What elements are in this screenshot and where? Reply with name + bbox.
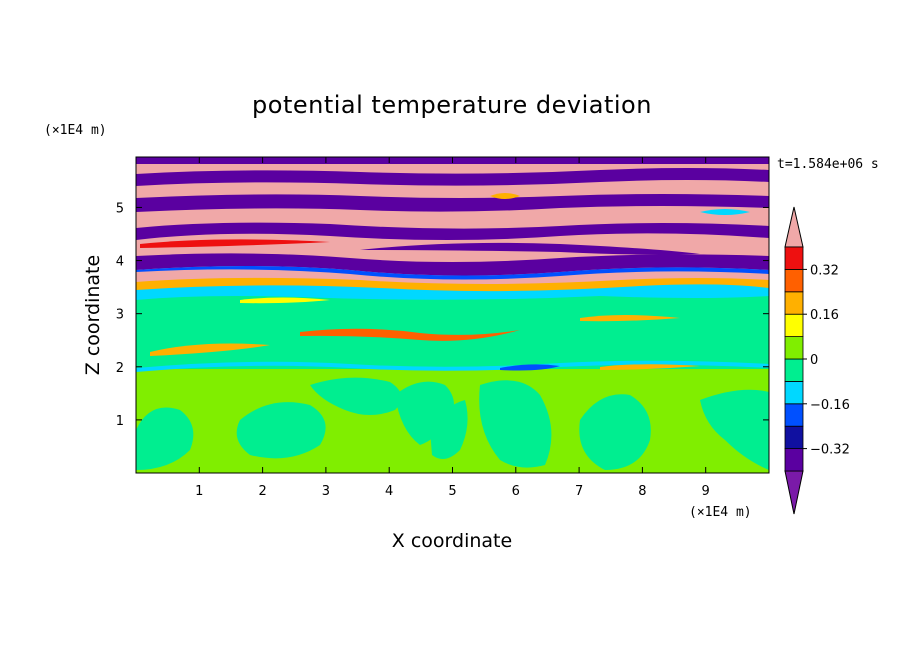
colorbar-box [784, 380, 804, 405]
x-tick-label: 5 [448, 484, 456, 499]
x-tick-label: 2 [258, 484, 266, 499]
warm-streak-1 [150, 343, 270, 356]
eddy-8 [430, 400, 468, 459]
purple-band-2 [136, 253, 769, 276]
eddy-7 [700, 389, 769, 470]
colorbar-box [784, 313, 804, 338]
eddy-2 [236, 402, 326, 459]
eddy-6 [579, 394, 651, 470]
x-tick-label: 3 [322, 484, 330, 499]
warm-band-1 [136, 277, 769, 292]
purple-band-3 [136, 222, 769, 240]
y-axis-unit: (×1E4 m) [44, 123, 107, 138]
warm-streak-2 [300, 328, 520, 341]
contour-field [136, 157, 769, 473]
warm-streak-5 [240, 297, 330, 304]
x-ticks: 1 2 3 4 5 6 7 8 9 [195, 157, 710, 499]
purple-band-6 [136, 168, 769, 186]
x-tick-label: 7 [575, 484, 583, 499]
colorbar-box [784, 246, 804, 270]
colorbar-label: −0.32 [810, 443, 850, 458]
colorbar-label: 0.16 [810, 308, 839, 323]
colorbar-extend-max [784, 206, 804, 248]
x-tick-label: 9 [702, 484, 710, 499]
eddy-1 [136, 407, 194, 470]
colorbar-label: −0.16 [810, 398, 850, 413]
purple-band-5 [136, 194, 769, 212]
cold-patch [500, 364, 560, 371]
layer-boundary [136, 360, 769, 372]
warm-streak-4 [600, 364, 700, 370]
y-axis-label: Z coordinate [82, 255, 104, 375]
eddy-5 [479, 380, 552, 468]
warm-streak-3 [580, 315, 680, 322]
colorbar-box [784, 358, 804, 382]
colorbar: 0.32 0.16 0 −0.16 −0.32 [784, 206, 850, 515]
x-axis-label: X coordinate [392, 530, 512, 552]
eddy-3 [310, 377, 402, 415]
colorbar-box [784, 336, 804, 360]
warm-edge-3 [140, 239, 330, 248]
colorbar-label: 0 [810, 353, 818, 368]
x-tick-label: 8 [638, 484, 646, 499]
cool-spot-top [700, 209, 750, 215]
x-tick-label: 4 [385, 484, 393, 499]
y-tick-label: 3 [116, 308, 124, 323]
x-tick-label: 6 [512, 484, 520, 499]
colorbar-box [784, 403, 804, 427]
y-tick-label: 5 [116, 201, 124, 216]
x-axis-unit: (×1E4 m) [689, 505, 752, 520]
colorbar-box [784, 291, 804, 315]
y-tick-label: 1 [116, 414, 124, 429]
colorbar-box [784, 268, 804, 293]
colorbar-box [784, 448, 804, 472]
y-tick-label: 2 [116, 361, 124, 376]
warm-spot-top [490, 193, 520, 199]
blue-edge-2 [136, 266, 769, 280]
colorbar-label: 0.32 [810, 263, 839, 278]
colorbar-extend-min [784, 470, 804, 515]
purple-band-4 [360, 242, 700, 255]
y-ticks: 1 2 3 4 5 [116, 201, 769, 429]
chart-title: potential temperature deviation [252, 91, 652, 119]
x-tick-label: 1 [195, 484, 203, 499]
time-label: t=1.584e+06 s [777, 157, 879, 172]
y-tick-label: 4 [116, 255, 124, 270]
colorbar-box [784, 425, 804, 450]
